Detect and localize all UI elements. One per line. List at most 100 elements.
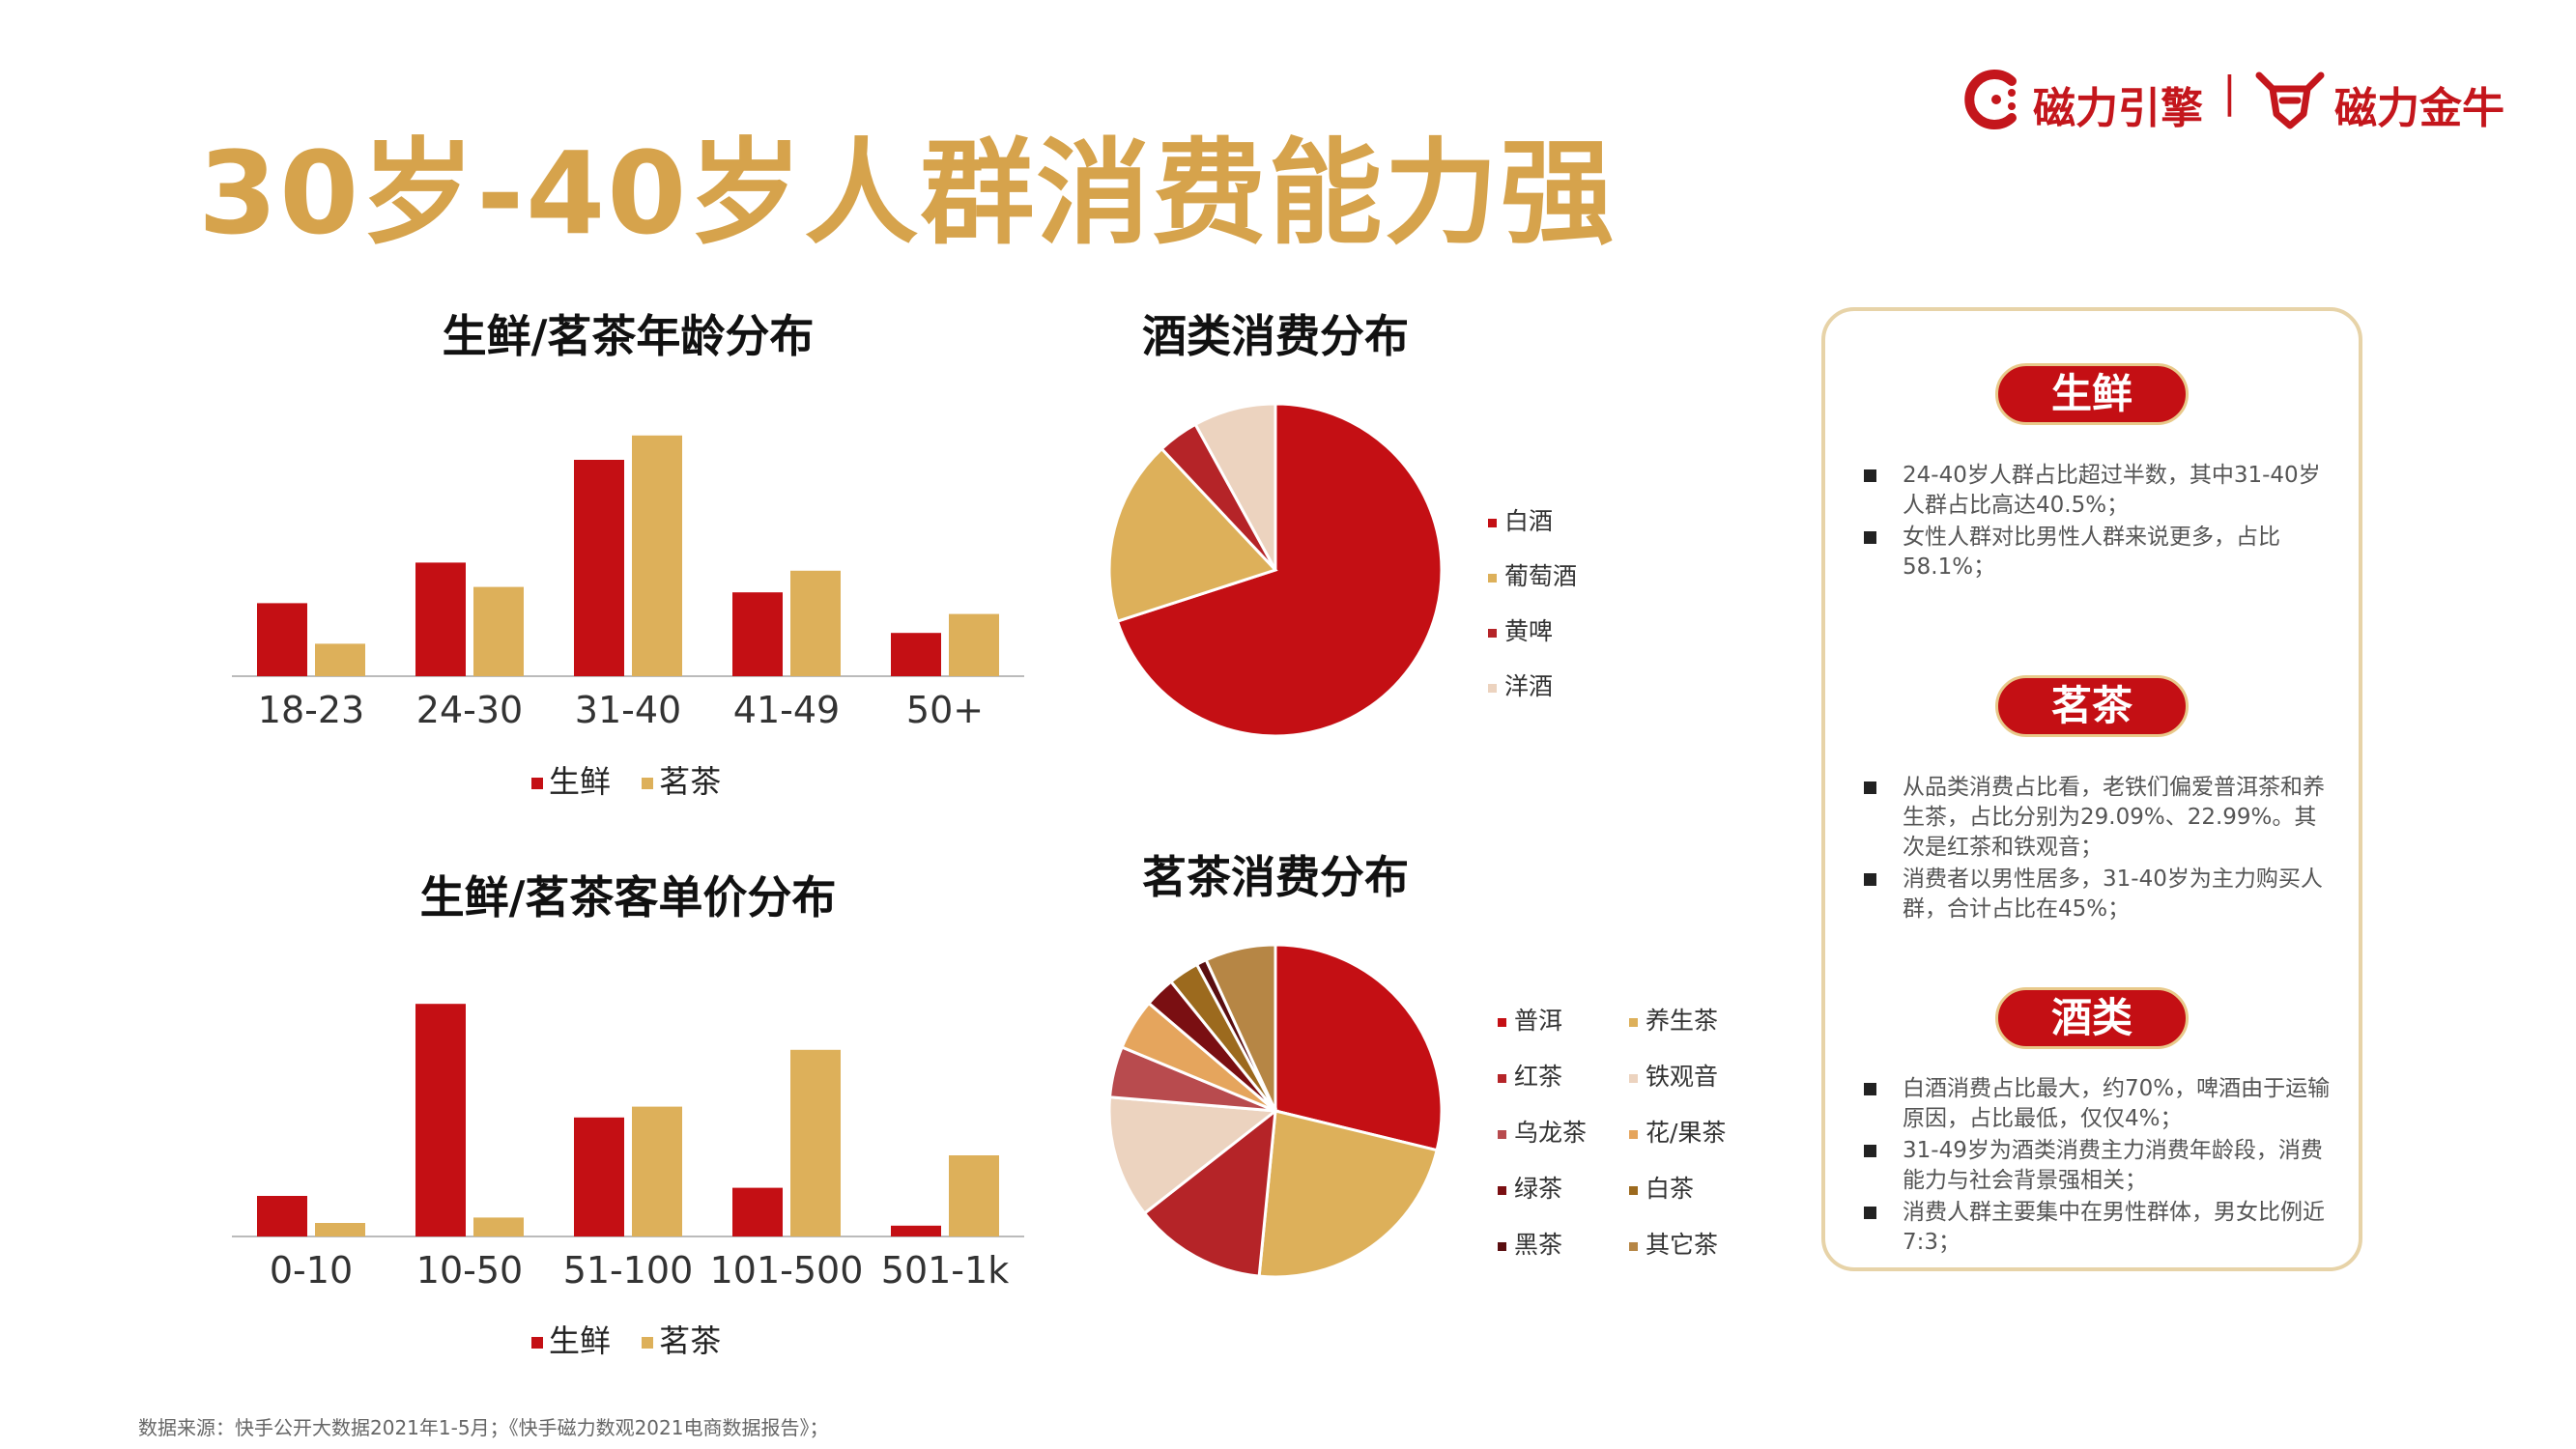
bar-生鲜-10-50	[415, 1004, 466, 1236]
list-item-text: 消费人群主要集中在男性群体，男女比例近7:3；	[1903, 1200, 2325, 1255]
bar-茗茶-41-49	[790, 570, 841, 676]
list-item: 消费者以男性居多，31-40岁为主力购买人群，合计占比在45%；	[1864, 865, 2337, 924]
x-tick-label: 31-40	[575, 689, 681, 731]
pie-legend-item: 红茶	[1498, 1058, 1562, 1093]
pie-slice-铁观音	[1107, 1095, 1279, 1216]
pie-slice-养生茶	[1257, 1109, 1439, 1279]
pie-legend-item: 葡萄酒	[1488, 557, 1577, 592]
list-item-text: 白酒消费占比最大，约70%，啤酒由于运输原因，占比最低，仅仅4%；	[1903, 1076, 2331, 1131]
bar-chart-age: 18-23 24-30 31-40 41-49 50+	[232, 435, 1024, 731]
bar-茗茶-10-50	[473, 1217, 524, 1236]
x-tick-label: 101-500	[710, 1249, 864, 1292]
list-item: 31-49岁为酒类消费主力消费年龄段，消费能力与社会背景强相关；	[1864, 1136, 2337, 1196]
pie-slice-洋酒	[1193, 402, 1277, 571]
chart-title-tea: 茗茶消费分布	[1142, 851, 1409, 903]
x-tick-label: 41-49	[733, 689, 840, 731]
x-tick-label: 50+	[906, 689, 984, 731]
data-source-note: 数据来源：快手公开大数据2021年1-5月；《快手磁力数观2021电商数据报告》…	[138, 1416, 829, 1439]
bar-茗茶-50+	[949, 613, 999, 676]
pie-legend-item: 白酒	[1488, 502, 1553, 537]
legend-label: 乌龙茶	[1514, 1119, 1588, 1147]
legend-label-shengxian: 生鲜	[549, 763, 612, 800]
legend-label-mingcha: 茗茶	[659, 1322, 722, 1359]
legend-swatch-shengxian	[531, 778, 543, 789]
list-item-text: 从品类消费占比看，老铁们偏爱普洱茶和养生茶，占比分别为29.09%、22.99%…	[1903, 775, 2325, 860]
list-item: 女性人群对比男性人群来说更多，占比58.1%；	[1864, 523, 2337, 582]
badge-jiulei: 酒类	[1995, 987, 2189, 1049]
bar-生鲜-0-10	[257, 1196, 307, 1236]
bar-生鲜-41-49	[732, 592, 783, 676]
pie-legend-item: 黑茶	[1498, 1226, 1562, 1261]
legend-swatch	[1498, 1017, 1506, 1027]
legend-label-mingcha: 茗茶	[659, 763, 722, 800]
list-item: 消费人群主要集中在男性群体，男女比例近7:3；	[1864, 1198, 2337, 1258]
logo-separator: |	[2222, 68, 2237, 117]
legend-label: 铁观音	[1646, 1063, 1719, 1091]
legend-swatch-mingcha	[642, 1337, 654, 1349]
legend-swatch	[1498, 1241, 1506, 1251]
legend-swatch	[1488, 628, 1497, 638]
badge-mingcha: 茗茶	[1995, 675, 2189, 737]
legend-swatch	[1488, 518, 1497, 527]
pie-legend-item: 养生茶	[1629, 1002, 1718, 1037]
pie-legend-item: 乌龙茶	[1498, 1114, 1587, 1149]
list-item: 白酒消费占比最大，约70%，啤酒由于运输原因，占比最低，仅仅4%；	[1864, 1074, 2337, 1134]
legend-label: 普洱	[1514, 1007, 1563, 1035]
legend-swatch	[1488, 573, 1497, 582]
logo-text-left: 磁力引擎	[2033, 84, 2203, 133]
jinniu-logo-icon	[2255, 71, 2325, 129]
pie-legend-item: 其它茶	[1629, 1226, 1718, 1261]
x-tick-label: 18-23	[258, 689, 364, 731]
bar-茗茶-24-30	[473, 586, 524, 676]
list-item-text: 31-49岁为酒类消费主力消费年龄段，消费能力与社会背景强相关；	[1903, 1138, 2323, 1193]
pie-legend-item: 铁观音	[1629, 1058, 1718, 1093]
bullet-icon	[1864, 1207, 1876, 1219]
legend-swatch-mingcha	[642, 778, 654, 789]
list-item-text: 女性人群对比男性人群来说更多，占比58.1%；	[1903, 525, 2280, 580]
bullet-icon	[1864, 1145, 1876, 1157]
summary-panel: 生鲜 24-40岁人群占比超过半数，其中31-40岁人群占比高达40.5%； 女…	[1821, 307, 2362, 1271]
list-item: 24-40岁人群占比超过半数，其中31-40岁人群占比高达40.5%；	[1864, 461, 2337, 521]
legend-label: 葡萄酒	[1504, 562, 1578, 590]
legend-label-shengxian: 生鲜	[549, 1322, 612, 1359]
bar-茗茶-0-10	[315, 1223, 365, 1236]
chart-title-liquor: 酒类消费分布	[1142, 310, 1409, 362]
legend-label: 绿茶	[1514, 1175, 1563, 1203]
bar-生鲜-101-500	[732, 1187, 783, 1236]
legend-label: 养生茶	[1646, 1007, 1719, 1035]
pie-legend-item: 白茶	[1629, 1170, 1694, 1205]
page-title: 30岁-40岁人群消费能力强	[198, 127, 1617, 260]
ciliyinqing-logo-icon	[1964, 70, 2017, 129]
legend-swatch	[1629, 1241, 1638, 1251]
bar-生鲜-18-23	[257, 603, 307, 676]
pie-chart-liquor	[1107, 402, 1444, 738]
legend-age: 生鲜 茗茶	[531, 757, 721, 802]
pie-slice-其它茶	[1204, 943, 1277, 1112]
bar-chart-price: 0-10 10-50 51-100 101-500 501-1k	[232, 1004, 1024, 1292]
list-item-text: 消费者以男性居多，31-40岁为主力购买人群，合计占比在45%；	[1903, 867, 2323, 922]
bar-茗茶-101-500	[790, 1049, 841, 1236]
bullet-icon	[1864, 531, 1876, 544]
logo-area: 磁力引擎 | 磁力金牛	[1961, 60, 2541, 137]
bar-茗茶-51-100	[632, 1106, 682, 1236]
legend-swatch	[1629, 1017, 1638, 1027]
badge-shengxian: 生鲜	[1995, 363, 2189, 425]
legend-label: 洋酒	[1504, 672, 1554, 700]
legend-swatch	[1498, 1185, 1506, 1195]
list-mingcha: 从品类消费占比看，老铁们偏爱普洱茶和养生茶，占比分别为29.09%、22.99%…	[1864, 773, 2337, 926]
legend-label: 红茶	[1514, 1063, 1563, 1091]
legend-swatch	[1498, 1073, 1506, 1083]
legend-swatch	[1488, 683, 1497, 693]
pie-legend-item: 洋酒	[1488, 668, 1553, 702]
legend-swatch	[1629, 1129, 1638, 1139]
bullet-icon	[1864, 873, 1876, 886]
bar-生鲜-24-30	[415, 562, 466, 676]
pie-slice-红茶	[1142, 1107, 1277, 1278]
bar-生鲜-50+	[891, 633, 941, 676]
bar-茗茶-18-23	[315, 643, 365, 676]
bar-生鲜-31-40	[574, 460, 624, 676]
legend-swatch	[1629, 1073, 1638, 1083]
list-item: 从品类消费占比看，老铁们偏爱普洱茶和养生茶，占比分别为29.09%、22.99%…	[1864, 773, 2337, 863]
legend-label: 黄啤	[1504, 617, 1554, 645]
x-tick-label: 24-30	[416, 689, 523, 731]
